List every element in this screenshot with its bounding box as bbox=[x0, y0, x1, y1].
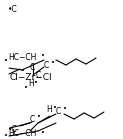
Text: •: • bbox=[63, 106, 67, 112]
Text: •: • bbox=[51, 60, 55, 66]
Text: •: • bbox=[34, 80, 38, 86]
Text: Cl−Zr−Cl: Cl−Zr−Cl bbox=[10, 74, 53, 83]
Text: H: H bbox=[28, 80, 34, 89]
Text: C: C bbox=[30, 64, 35, 73]
Text: •: • bbox=[24, 85, 28, 91]
Text: C: C bbox=[36, 71, 41, 80]
Text: •: • bbox=[53, 105, 57, 111]
Text: •: • bbox=[41, 130, 45, 136]
Text: •: • bbox=[4, 58, 8, 64]
Text: •: • bbox=[37, 114, 41, 120]
Text: •: • bbox=[4, 133, 8, 139]
Text: HC−CH: HC−CH bbox=[8, 128, 36, 137]
Text: C: C bbox=[44, 61, 49, 70]
Text: •C: •C bbox=[8, 6, 18, 14]
Text: •: • bbox=[21, 68, 25, 74]
Text: •C: •C bbox=[8, 125, 18, 133]
Text: C: C bbox=[56, 107, 61, 116]
Text: •: • bbox=[41, 53, 45, 59]
Text: H: H bbox=[46, 106, 52, 115]
Text: C: C bbox=[30, 116, 35, 125]
Text: HC−CH: HC−CH bbox=[8, 54, 36, 63]
